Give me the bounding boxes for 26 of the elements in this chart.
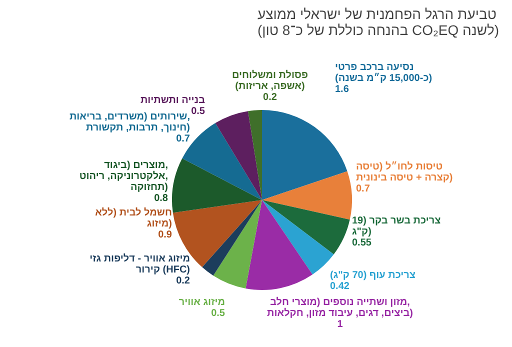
slice-label: מיזוג אוויר xyxy=(178,297,225,308)
data-label: 1 xyxy=(337,319,344,330)
slice-label: חשמל לבית (ללא מיזוג) xyxy=(95,206,172,230)
slice-label: צריכת בשר בקר (19 ק"ג) xyxy=(352,216,441,238)
slice-label: טיסות לחו״ל (טיסה קצרה + טיסה בינונית) xyxy=(356,160,453,184)
data-label: 1.6 xyxy=(335,84,350,95)
slice-label: בנייה ותשתיות xyxy=(140,95,206,106)
data-label: 0.55 xyxy=(352,238,372,248)
chart-title: טביעת הרגל הפחמנית של ישראלי ממוצע xyxy=(257,6,496,22)
slice-label: שירותים (משרדים, בריאות, חינוך, תרבות, תקשורת) xyxy=(69,112,190,134)
data-label: 0.2 xyxy=(176,276,190,286)
slice-label: מוצרים (ביגוד, אלקטרוניקה, ריהוט, תחזוקה) xyxy=(79,160,168,193)
slice-label: נסיעה ברכב פרטי (כ-15,000 ק״מ בשנה) xyxy=(335,62,432,84)
data-label: 0.7 xyxy=(356,184,370,194)
slice-label: מיזוג אוויר - דליפות גזי קירור (HFC) xyxy=(90,252,190,276)
data-label: 0.5 xyxy=(211,308,226,319)
slice-label: פסולת ומשלוחים (אשפה, אריזות) xyxy=(232,69,308,92)
data-label: 0.7 xyxy=(176,134,190,144)
chart-subtitle: (בהנחה כוללת של כ־8 טון CO₂EQ לשנה) xyxy=(257,22,500,38)
slice-label: מזון ושתייה נוספים (מוצרי חלב, ביצים, דגים, עיבוד מזון, חקלאות) xyxy=(267,296,413,319)
data-label: 0.42 xyxy=(330,281,350,292)
data-label: 0.5 xyxy=(191,106,206,117)
slice-label: צריכת עוף (70 ק"ג) xyxy=(330,270,416,281)
data-label: 0.2 xyxy=(263,92,278,103)
data-label: 0.8 xyxy=(154,193,168,204)
data-label: 0.9 xyxy=(158,230,172,240)
